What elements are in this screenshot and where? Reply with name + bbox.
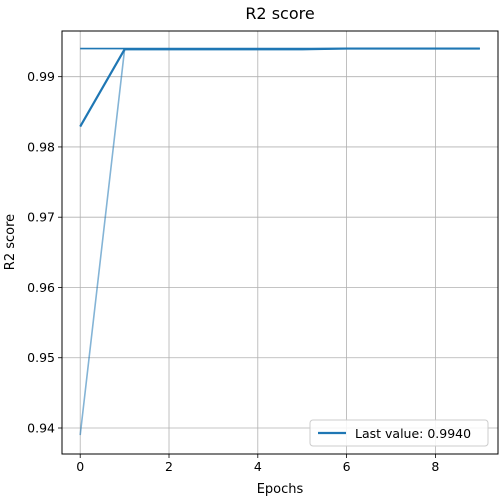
y-tick-label: 0.99 — [27, 69, 55, 84]
x-tick-label: 0 — [76, 459, 84, 474]
legend: Last value: 0.9940 — [310, 420, 488, 446]
x-tick-label: 2 — [165, 459, 173, 474]
y-tick-label: 0.95 — [27, 350, 55, 365]
y-tick-label: 0.97 — [27, 210, 55, 225]
legend-label: Last value: 0.9940 — [355, 426, 471, 441]
chart-title: R2 score — [245, 4, 314, 23]
y-tick-label: 0.96 — [27, 280, 55, 295]
y-tick-label: 0.94 — [27, 421, 55, 436]
y-tick-label: 0.98 — [27, 139, 55, 154]
x-tick-label: 4 — [254, 459, 262, 474]
x-axis-label: Epochs — [257, 482, 304, 497]
x-tick-label: 8 — [431, 459, 439, 474]
x-tick-label: 6 — [343, 459, 351, 474]
y-axis-label: R2 score — [3, 214, 18, 270]
